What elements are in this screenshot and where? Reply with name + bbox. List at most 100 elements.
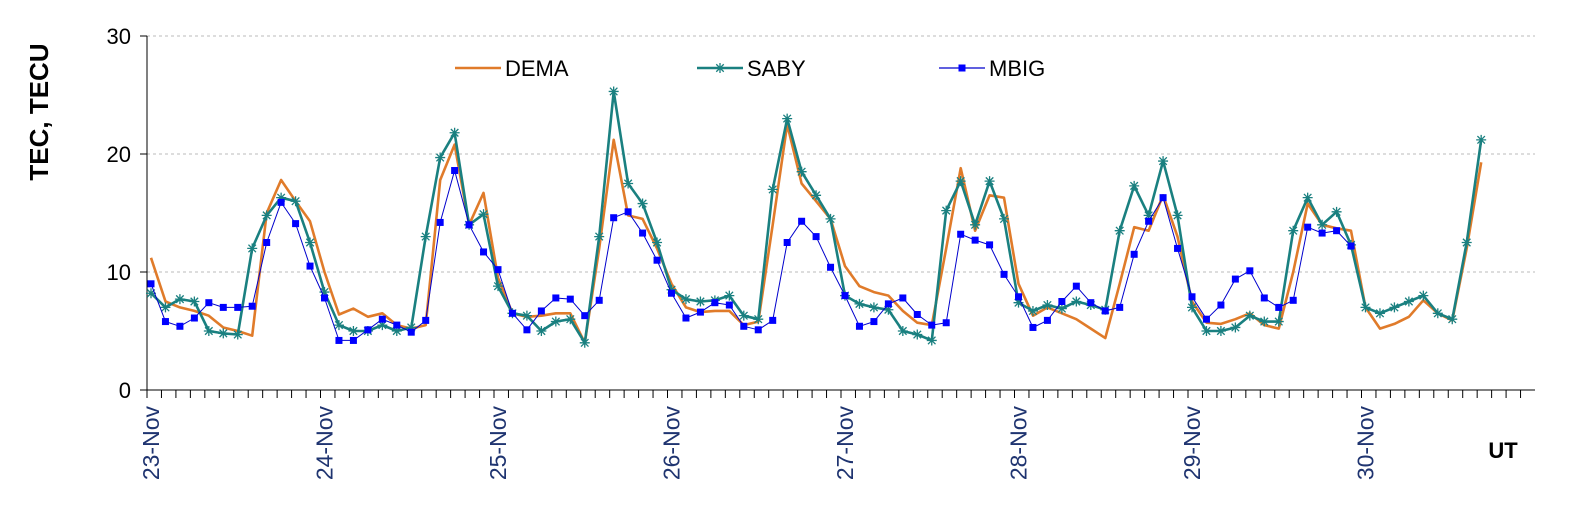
point: [827, 263, 835, 271]
point: [725, 301, 733, 309]
point: [1259, 316, 1270, 327]
point: [248, 302, 256, 310]
point: [393, 321, 401, 329]
point: [406, 322, 417, 333]
point: [1333, 227, 1341, 235]
point: [247, 243, 258, 254]
point: [261, 210, 272, 221]
point: [942, 319, 950, 327]
point: [232, 329, 243, 340]
point: [176, 322, 184, 330]
point: [668, 289, 675, 297]
point: [537, 307, 545, 315]
point: [1087, 299, 1095, 307]
point: [1461, 237, 1472, 248]
point: [422, 316, 430, 324]
point: [1058, 298, 1066, 305]
point: [160, 302, 171, 313]
point: [984, 176, 995, 187]
point: [218, 328, 229, 339]
point: [1331, 206, 1342, 217]
point: [1403, 296, 1414, 307]
point: [1288, 225, 1299, 236]
y-tick-label: 20: [107, 142, 131, 167]
point: [594, 231, 605, 242]
point: [1273, 316, 1284, 327]
point: [608, 86, 619, 97]
point: [1215, 326, 1226, 336]
point: [912, 329, 923, 340]
point: [695, 296, 706, 307]
point: [955, 176, 966, 187]
point: [811, 190, 822, 201]
x-tick-label: 24-Nov: [312, 406, 338, 481]
point: [1027, 305, 1038, 316]
point: [1145, 217, 1153, 225]
point: [637, 198, 648, 209]
point: [494, 266, 502, 274]
point: [378, 315, 386, 323]
point: [1042, 300, 1053, 311]
point: [812, 233, 820, 241]
point: [1289, 296, 1297, 304]
point: [349, 336, 357, 344]
y-tick-label: 10: [107, 260, 131, 285]
point: [161, 318, 169, 326]
x-tick-label: 28-Nov: [1006, 406, 1032, 481]
point: [566, 295, 574, 303]
point: [623, 178, 634, 189]
point: [305, 237, 316, 248]
series-line: [150, 170, 1352, 341]
y-tick-label: 0: [119, 378, 131, 403]
x-tick-label: 30-Nov: [1353, 406, 1379, 481]
point: [552, 294, 560, 302]
point: [767, 184, 778, 195]
point: [263, 239, 271, 246]
point: [465, 221, 473, 229]
point: [1317, 219, 1328, 230]
y-axis-title: TEC, TECU: [24, 43, 54, 180]
point: [1000, 270, 1008, 278]
point: [711, 299, 719, 307]
point: [1101, 307, 1109, 315]
point: [854, 298, 865, 309]
point: [595, 296, 603, 304]
point: [1347, 242, 1355, 250]
point: [958, 64, 966, 72]
point: [581, 312, 589, 320]
point: [753, 314, 764, 325]
point: [999, 213, 1010, 224]
point: [1389, 302, 1400, 313]
point: [986, 241, 994, 249]
point: [928, 321, 936, 329]
point: [680, 294, 691, 305]
point: [1304, 223, 1312, 231]
point: [391, 326, 402, 336]
point: [1158, 156, 1169, 167]
point: [1013, 297, 1024, 308]
point: [1374, 308, 1385, 319]
point: [639, 229, 647, 237]
point: [682, 314, 690, 322]
point: [1071, 296, 1082, 307]
point: [146, 288, 156, 299]
point: [782, 113, 793, 124]
x-tick-label: 23-Nov: [138, 406, 164, 481]
point: [1029, 323, 1037, 331]
point: [1056, 303, 1067, 314]
point: [348, 326, 359, 336]
point: [1129, 180, 1140, 191]
point: [652, 237, 663, 248]
series-markers: [147, 167, 1355, 344]
point: [1159, 194, 1167, 202]
point: [219, 303, 227, 311]
point: [899, 294, 907, 302]
point: [451, 167, 459, 175]
point: [1188, 293, 1196, 301]
point: [1174, 244, 1182, 252]
point: [1072, 282, 1080, 290]
legend-label: MBIG: [989, 56, 1045, 81]
point: [190, 314, 198, 322]
point: [1418, 290, 1429, 301]
point: [884, 300, 892, 308]
